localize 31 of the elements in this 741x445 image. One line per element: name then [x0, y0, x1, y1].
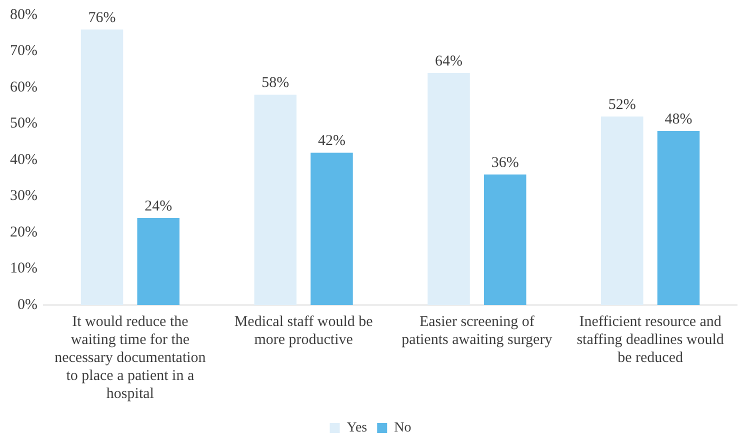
x-tick-label: It would reduce the waiting time for the necessary documentation to place a patient in a hospital	[54, 314, 206, 402]
legend-label: No	[394, 420, 412, 436]
bar	[137, 218, 180, 305]
bar	[601, 116, 644, 305]
data-label: 24%	[144, 198, 172, 214]
y-tick-label: 0%	[17, 296, 38, 313]
y-tick-label: 20%	[10, 224, 38, 240]
x-tick-label: Medical staff would be more productive	[234, 314, 374, 348]
y-tick-label: 70%	[10, 43, 38, 60]
y-tick-label: 10%	[10, 260, 38, 277]
y-tick-label: 30%	[10, 188, 38, 204]
data-label: 48%	[664, 111, 692, 128]
y-tick-label: 40%	[10, 152, 38, 168]
y-tick-label: 60%	[10, 79, 38, 96]
y-tick-label: 80%	[10, 6, 38, 23]
data-label: 58%	[262, 75, 290, 92]
bar	[484, 174, 526, 305]
bar	[310, 152, 353, 305]
x-tick-label: Easier screening of patients awaiting surgery	[402, 314, 553, 348]
data-label: 76%	[88, 10, 116, 26]
data-label: 52%	[608, 96, 636, 113]
legend-label: Yes	[346, 420, 368, 436]
data-label: 36%	[491, 154, 519, 171]
data-label: 64%	[435, 53, 463, 70]
x-tick-label: Inefficient resource and staffing deadlines would be reduced	[576, 314, 724, 366]
bar	[657, 131, 700, 305]
data-label: 42%	[318, 133, 346, 150]
bar	[254, 94, 297, 305]
bar	[80, 30, 124, 305]
bar	[428, 73, 470, 305]
y-tick-label: 50%	[10, 116, 38, 132]
